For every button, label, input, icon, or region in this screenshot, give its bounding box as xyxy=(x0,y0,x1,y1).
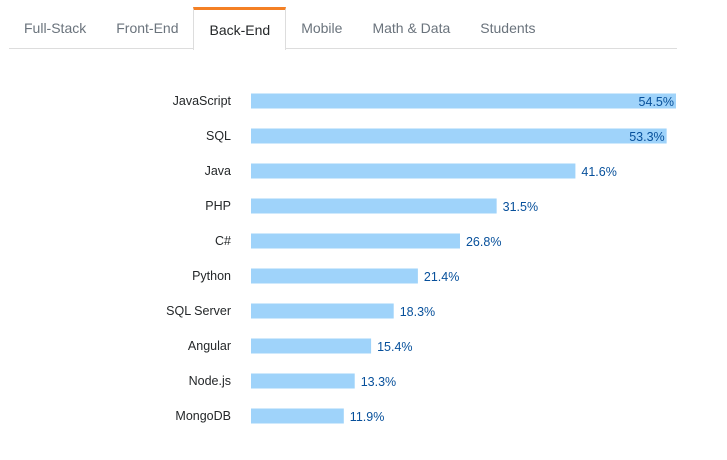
value-label: 26.8% xyxy=(466,235,501,249)
category-label: SQL xyxy=(206,129,231,143)
tab-back-end[interactable]: Back-End xyxy=(193,7,287,50)
value-label: 13.3% xyxy=(361,375,396,389)
value-label: 31.5% xyxy=(503,200,538,214)
tab-full-stack[interactable]: Full-Stack xyxy=(24,20,87,36)
category-label: SQL Server xyxy=(166,304,231,318)
category-tabs: Full-Stack Front-End Back-End Mobile Mat… xyxy=(9,7,677,50)
category-label: C# xyxy=(215,234,231,248)
bar xyxy=(251,303,394,319)
category-label: MongoDB xyxy=(175,409,231,423)
category-label: JavaScript xyxy=(173,94,232,108)
value-label: 21.4% xyxy=(424,270,459,284)
bar xyxy=(251,93,676,109)
category-label: Python xyxy=(192,269,231,283)
bar xyxy=(251,198,497,214)
bar xyxy=(251,128,667,144)
value-label: 11.9% xyxy=(350,410,385,424)
bar-chart: JavaScript 54.5% SQL 53.3% Java 41.6% PHP 31.5%… xyxy=(166,93,676,424)
tab-students[interactable]: Students xyxy=(480,20,536,36)
value-label: 54.5% xyxy=(639,95,674,109)
tab-math-data[interactable]: Math & Data xyxy=(372,20,451,36)
bar xyxy=(251,338,372,354)
bar xyxy=(251,163,576,179)
bar xyxy=(251,268,418,284)
bar xyxy=(251,233,460,249)
value-label: 53.3% xyxy=(629,130,664,144)
tab-front-end[interactable]: Front-End xyxy=(116,20,179,36)
bar xyxy=(251,373,355,389)
value-label: 15.4% xyxy=(377,340,412,354)
value-label: 18.3% xyxy=(400,305,435,319)
value-label: 41.6% xyxy=(581,165,616,179)
category-label: Java xyxy=(205,164,231,178)
category-label: Node.js xyxy=(189,374,231,388)
category-label: PHP xyxy=(205,199,231,213)
bar xyxy=(251,408,344,424)
tab-mobile[interactable]: Mobile xyxy=(301,20,343,36)
category-label: Angular xyxy=(188,339,231,353)
